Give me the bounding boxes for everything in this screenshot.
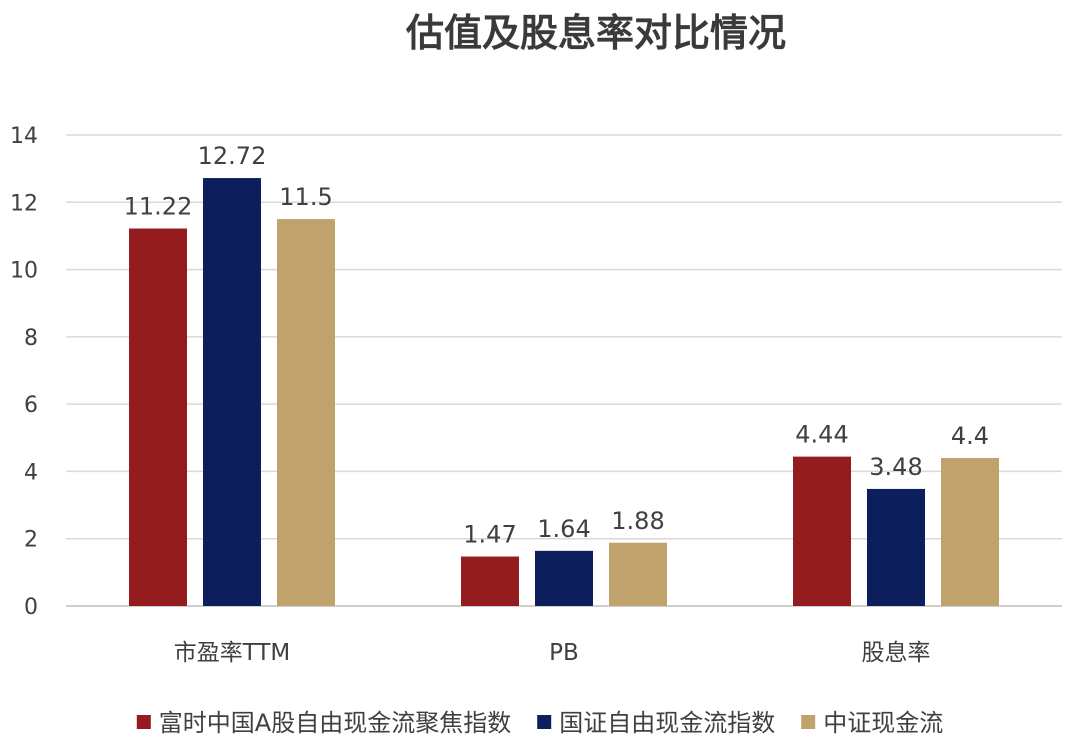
x-category-label: 股息率 (862, 640, 931, 666)
data-label: 4.44 (795, 421, 848, 449)
bar (203, 178, 261, 606)
y-tick-label: 4 (24, 460, 38, 485)
x-category-label: 市盈率TTM (174, 640, 291, 666)
y-tick-label: 8 (24, 326, 38, 351)
legend-item: 国证自由现金流指数 (537, 709, 775, 737)
bars (129, 178, 999, 606)
y-axis-ticks: 0 2 4 6 8 10 12 14 (10, 124, 38, 620)
legend-label: 中证现金流 (823, 709, 943, 737)
data-label: 11.5 (279, 183, 332, 211)
legend-label: 国证自由现金流指数 (559, 709, 775, 737)
data-label: 4.4 (951, 422, 989, 450)
y-tick-label: 14 (10, 124, 38, 149)
legend: 富时中国A股自由现金流聚焦指数 国证自由现金流指数 中证现金流 (136, 709, 943, 737)
data-label: 12.72 (198, 142, 267, 170)
legend-item: 中证现金流 (801, 709, 943, 737)
y-tick-label: 0 (24, 595, 38, 620)
y-tick-label: 12 (10, 191, 38, 216)
data-label: 3.48 (869, 453, 922, 481)
bar (867, 488, 925, 606)
legend-swatch (136, 715, 151, 729)
legend-item: 富时中国A股自由现金流聚焦指数 (136, 709, 511, 737)
data-label: 11.22 (124, 193, 193, 221)
y-tick-label: 6 (24, 393, 38, 418)
legend-label: 富时中国A股自由现金流聚焦指数 (159, 709, 511, 737)
y-tick-label: 10 (10, 259, 38, 284)
data-label: 1.64 (537, 515, 590, 543)
bar (535, 550, 593, 606)
data-label: 1.88 (611, 507, 664, 535)
chart-title: 估值及股息率对比情况 (405, 11, 786, 55)
bar (129, 228, 187, 606)
data-label: 1.47 (463, 521, 516, 549)
bar (941, 457, 999, 606)
legend-swatch (537, 715, 552, 729)
bar (277, 219, 335, 606)
x-category-label: PB (549, 640, 579, 666)
bar (609, 542, 667, 606)
legend-swatch (801, 715, 816, 729)
bar (461, 556, 519, 606)
y-tick-label: 2 (24, 528, 38, 553)
bar (793, 456, 851, 606)
x-axis-categories: 市盈率TTM PB 股息率 (174, 640, 931, 666)
